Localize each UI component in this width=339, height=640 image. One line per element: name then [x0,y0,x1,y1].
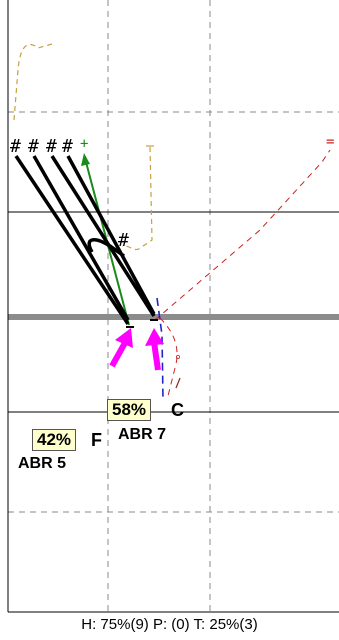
hash-mark-mid: # [118,230,129,251]
player-line-3 [50,155,156,317]
hash-mark-2: # [28,136,39,157]
route-blue [156,297,164,401]
hash-mark-4: # [62,136,73,157]
option-c-percent: 58% [112,400,147,419]
option-f-code: F [91,430,102,450]
route-red [154,149,331,321]
option-f-percent: 42% [37,430,72,449]
pass-arrow-right-icon [145,328,164,371]
route-red-end [175,377,181,389]
player-line-2 [32,155,130,321]
player-line-4 [66,155,156,315]
equals-mark-red: = [326,134,335,150]
hash-mark-1: # [10,136,21,157]
player-line-curve [87,238,126,258]
option-c-percent-box: 58% [107,399,152,421]
option-c-abbr: ABR 7 [118,426,167,443]
option-f-abbr: ABR 5 [18,455,67,472]
route-red-lower [159,317,178,397]
play-stats-footer: H: 75%(9) P: (0) T: 25%(3) [81,616,258,633]
route-red-marker [175,354,180,359]
option-c-code: C [171,400,184,420]
hash-mark-3: # [46,136,57,157]
player-line-1 [14,155,130,325]
route-tan-left [13,43,53,121]
line-of-scrimmage [8,314,339,320]
pass-arrow-left-icon [109,328,133,368]
route-green-arrowhead [81,153,90,166]
option-f-percent-box: 42% [32,429,77,451]
plus-mark-green: + [80,136,89,152]
